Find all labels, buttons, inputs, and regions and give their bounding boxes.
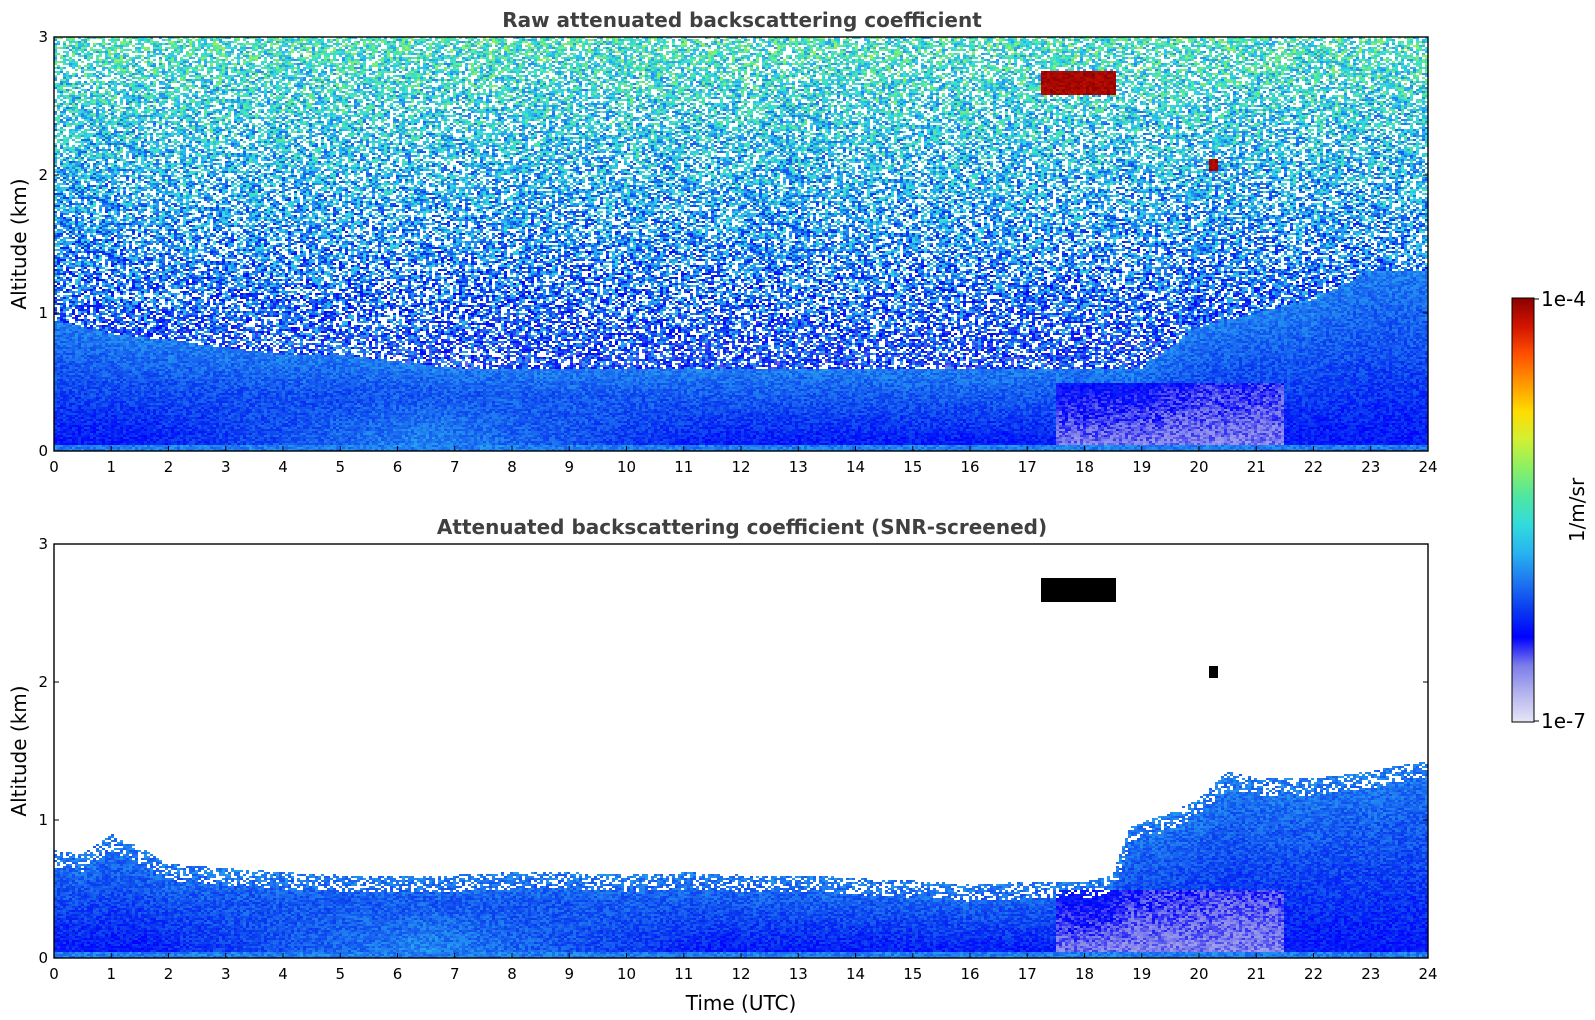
heatmap-image [54,544,1428,958]
y-axis-ticks: 0 1 2 3 [38,28,1428,460]
colorbar-label: 1/m/sr [1565,477,1589,542]
y-tick-label: 1 [38,811,48,829]
x-axis-ticks: 0 1 2 3 4 5 6 7 8 9 10 11 12 13 14 15 16 17 18 19 20 21 22 23 24 [49,446,1438,476]
x-tick-label: 19 [1132,458,1151,476]
x-tick-label: 23 [1361,458,1380,476]
x-tick-label: 17 [1018,965,1037,983]
y-axis-label: Altitude (km) [7,685,31,816]
x-tick-label: 4 [278,965,288,983]
x-tick-label: 15 [903,965,922,983]
heatmap-raster [54,544,1428,958]
x-tick-label: 8 [507,458,517,476]
x-tick-label: 18 [1075,458,1094,476]
x-tick-label: 23 [1361,965,1380,983]
x-tick-label: 9 [564,458,574,476]
y-tick-label: 0 [38,442,48,460]
y-tick-label: 1 [38,304,48,322]
x-tick-label: 5 [335,458,345,476]
x-tick-label: 13 [789,458,808,476]
panel-screened: Attenuated backscattering coefficient (S… [7,515,1438,1015]
panel-raw: Raw attenuated backscattering coefficien… [7,8,1438,476]
heatmap-raster [54,37,1428,451]
x-tick-label: 2 [164,458,174,476]
x-tick-label: 12 [731,458,750,476]
colorbar-gradient [1511,297,1535,723]
y-tick-label: 0 [38,949,48,967]
x-tick-label: 11 [674,965,693,983]
x-tick-label: 11 [674,458,693,476]
x-tick-label: 3 [221,965,231,983]
panel-title: Attenuated backscattering coefficient (S… [437,515,1047,539]
heatmap-image [54,37,1428,451]
x-tick-label: 14 [846,458,865,476]
x-tick-label: 6 [393,458,403,476]
x-tick-label: 9 [564,965,574,983]
x-tick-label: 1 [106,458,116,476]
panel-title: Raw attenuated backscattering coefficien… [502,8,982,32]
y-axis-ticks: 0 1 2 3 [38,535,1428,967]
x-tick-label: 24 [1418,458,1437,476]
colorbar-min-label: 1e-7 [1541,709,1586,733]
x-tick-label: 24 [1418,965,1437,983]
x-tick-label: 6 [393,965,403,983]
x-axis-ticks: 0 1 2 3 4 5 6 7 8 9 10 11 12 13 14 15 16 17 18 19 20 21 22 23 24 [49,953,1438,983]
x-tick-label: 0 [49,965,59,983]
x-tick-label: 19 [1132,965,1151,983]
x-tick-label: 22 [1304,965,1323,983]
x-tick-label: 8 [507,965,517,983]
y-tick-label: 2 [38,673,48,691]
x-tick-label: 5 [335,965,345,983]
x-tick-label: 16 [960,965,979,983]
x-axis-label: Time (UTC) [685,991,797,1015]
colorbar-max-label: 1e-4 [1541,287,1586,311]
x-tick-label: 21 [1247,965,1266,983]
x-tick-label: 1 [106,965,116,983]
x-tick-label: 3 [221,458,231,476]
x-tick-label: 18 [1075,965,1094,983]
x-tick-label: 10 [617,965,636,983]
y-tick-label: 2 [38,166,48,184]
x-tick-label: 20 [1189,458,1208,476]
x-tick-label: 21 [1247,458,1266,476]
x-tick-label: 15 [903,458,922,476]
x-tick-label: 20 [1189,965,1208,983]
x-tick-label: 16 [960,458,979,476]
y-tick-label: 3 [38,28,48,46]
x-tick-label: 14 [846,965,865,983]
x-tick-label: 10 [617,458,636,476]
y-axis-label: Altitude (km) [7,178,31,309]
x-tick-label: 0 [49,458,59,476]
x-tick-label: 7 [450,965,460,983]
x-tick-label: 22 [1304,458,1323,476]
x-tick-label: 12 [731,965,750,983]
colorbar: 1e-4 1e-7 1/m/sr [1511,287,1589,733]
x-tick-label: 17 [1018,458,1037,476]
x-tick-label: 2 [164,965,174,983]
x-tick-label: 4 [278,458,288,476]
x-tick-label: 7 [450,458,460,476]
x-tick-label: 13 [789,965,808,983]
y-tick-label: 3 [38,535,48,553]
